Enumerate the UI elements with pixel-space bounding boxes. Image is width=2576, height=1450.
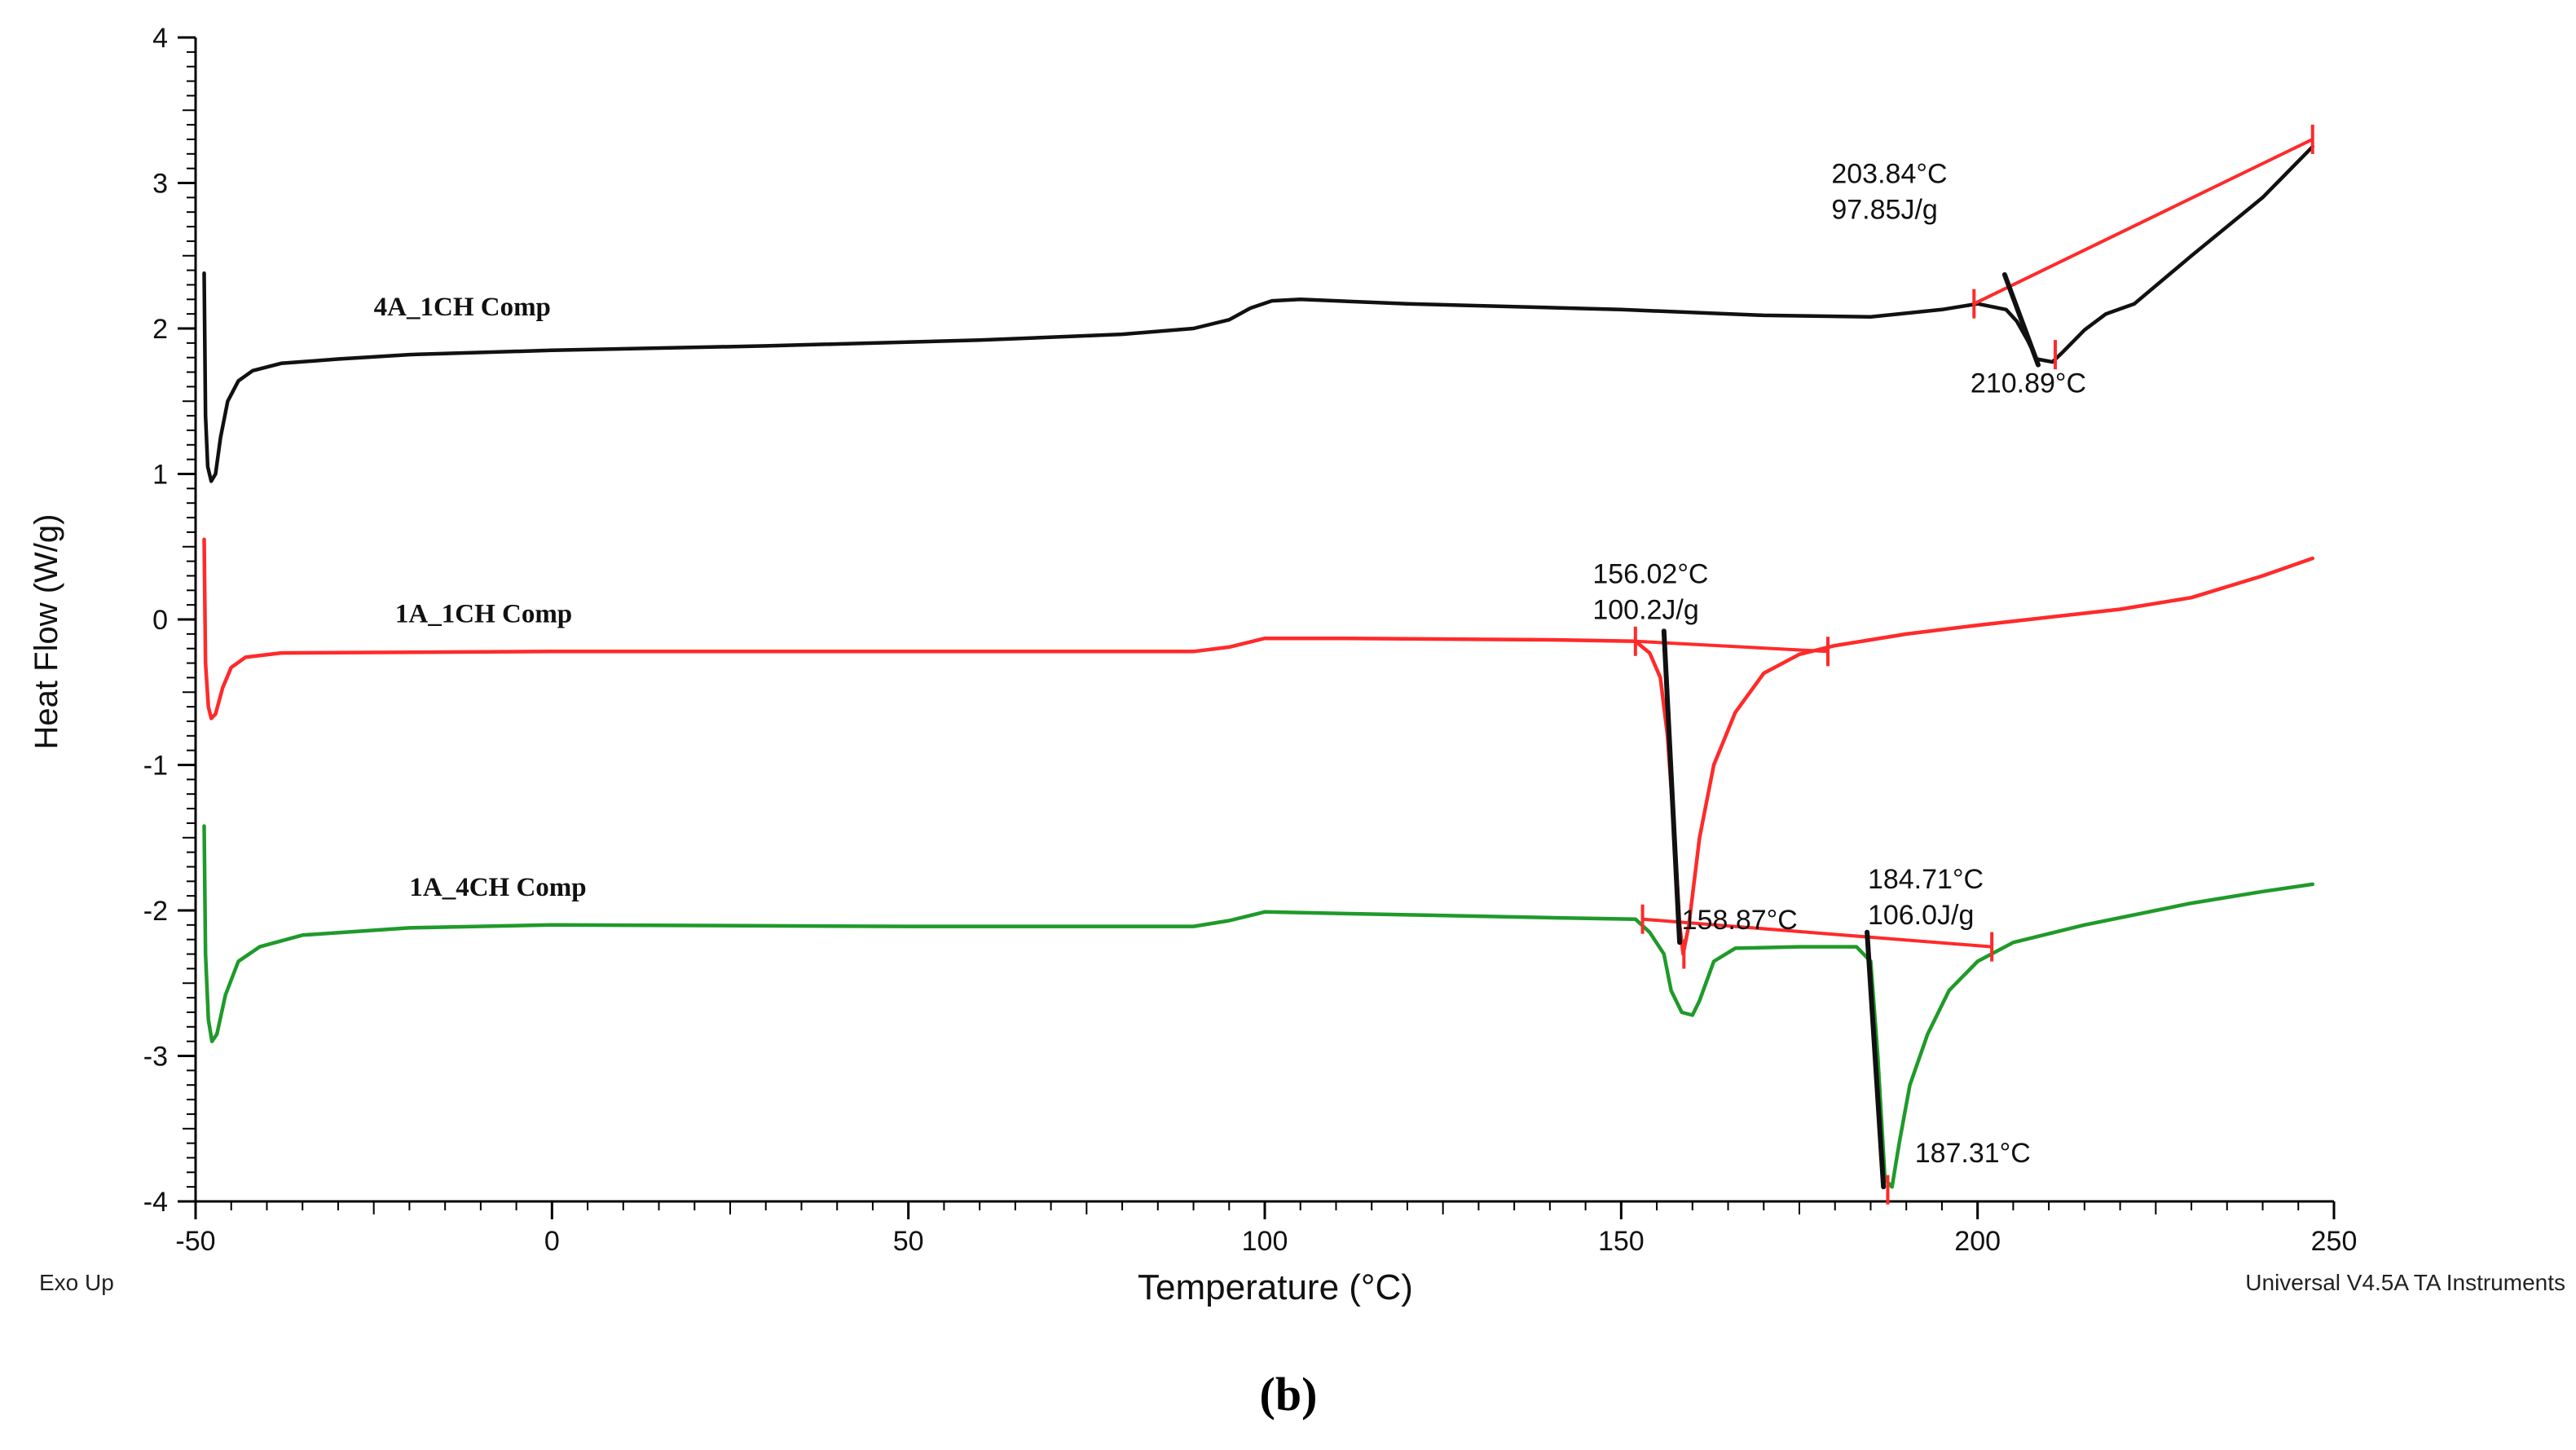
y-axis-label: Heat Flow (W/g) (29, 514, 64, 750)
onset-tangent-1 (1661, 628, 1683, 945)
x-tick-label: 100 (1242, 1226, 1288, 1257)
annotation-text-2-0: 156.02°C (1592, 558, 1708, 589)
series-line-2 (202, 824, 2315, 1189)
annotation-text-1-0: 210.89°C (1971, 368, 2086, 399)
x-tick-label: 50 (893, 1226, 924, 1257)
y-tick-label: 0 (152, 605, 168, 636)
y-tick-label: -4 (143, 1187, 168, 1218)
x-tick-label: 250 (2311, 1226, 2358, 1257)
annotation-text-4-0: 184.71°C (1868, 864, 1984, 895)
y-tick-label: 1 (152, 460, 168, 491)
series-line-0 (202, 144, 2315, 483)
series-label-2: 1A_4CH Comp (409, 873, 586, 902)
x-tick-label: 200 (1954, 1226, 2001, 1257)
y-tick-label: 3 (152, 169, 168, 200)
axes: -50 0 50 100 150 200 250 -4 -3 -2 -1 0 1 2 3 4 (143, 23, 2358, 1257)
series-line-1 (202, 537, 2315, 956)
y-tick-label: -2 (143, 896, 168, 927)
annotation-layer: 4A_1CH Comp 1A_1CH Comp 1A_4CH Comp 203.84°… (374, 124, 2314, 1205)
baseline-0 (1973, 138, 2314, 306)
x-axis-label: Temperature (°C) (1138, 1267, 1413, 1307)
series-label-1: 1A_1CH Comp (395, 600, 572, 629)
y-tick-label: -1 (143, 751, 168, 782)
series-label-0: 4A_1CH Comp (374, 293, 551, 322)
annotation-text-3-0: 158.87°C (1682, 905, 1798, 936)
baseline-1 (1635, 639, 1829, 654)
onset-tangent-0 (2001, 271, 2041, 368)
annotation-text-2-1: 100.2J/g (1592, 594, 1698, 625)
panel-label: (b) (1260, 1368, 1318, 1421)
instrument-label: Universal V4.5A TA Instruments (2245, 1270, 2565, 1295)
series-layer (202, 144, 2315, 1189)
x-tick-label: -50 (175, 1226, 215, 1257)
y-tick-label: 2 (152, 314, 168, 345)
annotation-text-5-0: 187.31°C (1915, 1138, 2031, 1169)
onset-tangent-2 (1865, 929, 1887, 1190)
x-tick-label: 0 (544, 1226, 560, 1257)
y-tick-label: 4 (152, 23, 168, 54)
annotation-text-0-1: 97.85J/g (1831, 195, 1937, 226)
x-tick-label: 150 (1598, 1226, 1645, 1257)
annotation-text-0-0: 203.84°C (1831, 159, 1947, 190)
baseline-2 (1642, 917, 1993, 949)
y-tick-label: -3 (143, 1042, 168, 1073)
annotation-text-4-1: 106.0J/g (1868, 900, 1974, 931)
exo-up-label: Exo Up (39, 1270, 114, 1295)
